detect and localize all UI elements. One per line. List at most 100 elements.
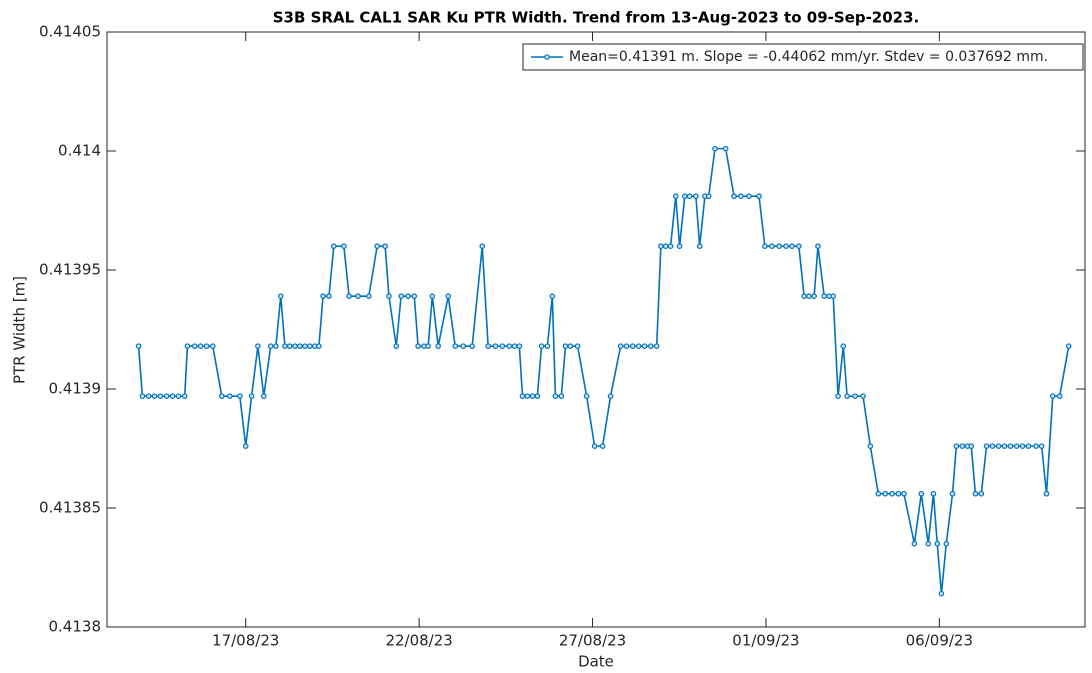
data-point [277,293,284,299]
legend-label: Mean=0.41391 m. Slope = -0.44062 mm/yr. … [569,49,1048,65]
data-point [175,393,182,399]
data-point [830,293,837,299]
data-point [460,343,466,349]
data-point [738,193,744,200]
data-point [429,293,436,299]
data-point [519,393,526,399]
data-point [835,393,841,399]
data-point [653,343,660,349]
data-point [511,343,518,349]
data-point [882,490,889,497]
data-point [844,393,850,399]
data-point [731,193,737,200]
data-point [925,540,932,547]
y-tick-label: 0.41405 [39,23,101,41]
data-point [393,343,400,349]
data-point [867,443,874,449]
data-point [860,393,866,399]
data-point [1038,443,1045,449]
data-point [591,443,598,449]
data-point [151,393,158,399]
data-point [641,343,648,349]
data-point [282,343,288,349]
data-point [366,293,372,299]
data-point [382,243,388,250]
data-point [769,243,775,250]
x-axis-label: Date [578,653,614,671]
data-point [696,243,703,250]
data-point [135,343,142,349]
data-point [499,343,506,349]
data-point [895,490,902,497]
y-tick-label: 0.41385 [39,499,101,517]
data-point [676,243,683,250]
data-point [574,343,581,349]
data-point [968,443,975,449]
data-point [1001,443,1008,449]
data-point [1013,443,1020,449]
data-point [529,393,536,399]
data-point [549,293,556,299]
data-point [811,293,817,299]
data-point [552,393,559,399]
data-point [1007,443,1014,449]
data-point [889,490,895,497]
data-point [672,193,679,200]
data-point [806,293,812,299]
data-point [242,443,249,449]
data-point [209,343,216,349]
data-point [681,193,688,200]
data-point [647,343,654,349]
data-point [918,490,925,497]
data-point [538,343,545,349]
chart-title: S3B SRAL CAL1 SAR Ku PTR Width. Trend fr… [273,9,920,27]
data-point [972,490,979,497]
data-point [607,393,614,399]
data-point [756,193,762,200]
data-point [516,343,523,349]
data-point [307,343,313,349]
data-point [286,343,293,349]
data-point [789,243,795,250]
data-point [1019,443,1026,449]
data-point [248,393,255,399]
data-point [583,393,590,399]
x-tick-label: 27/08/23 [559,632,626,650]
data-point [415,343,421,349]
y-tick-label: 0.41395 [39,261,101,279]
data-point [983,443,990,449]
data-point [374,243,380,250]
data-point [297,343,303,349]
data-point [801,293,807,299]
data-point [506,343,513,349]
x-tick-label: 06/09/23 [906,632,973,650]
data-point [959,443,966,449]
data-point [567,343,574,349]
data-point [746,193,752,200]
data-point [930,490,937,497]
data-point [469,343,475,349]
data-point [911,540,918,547]
data-point [398,293,404,299]
data-point [821,293,828,299]
data-point [452,343,458,349]
data-point [815,243,821,250]
data-point [840,343,847,349]
data-point [445,293,452,299]
data-point [667,243,674,250]
y-tick-label: 0.4139 [49,380,102,398]
legend: Mean=0.41391 m. Slope = -0.44062 mm/yr. … [522,43,1084,71]
data-point [901,490,907,497]
data-point [599,443,606,449]
legend-marker [544,54,550,60]
data-point [316,343,322,349]
data-point [405,293,411,299]
data-point [341,243,347,250]
data-point [331,243,337,250]
data-point [255,343,261,349]
data-point [320,293,326,299]
data-point [184,343,191,349]
data-point [693,193,699,200]
